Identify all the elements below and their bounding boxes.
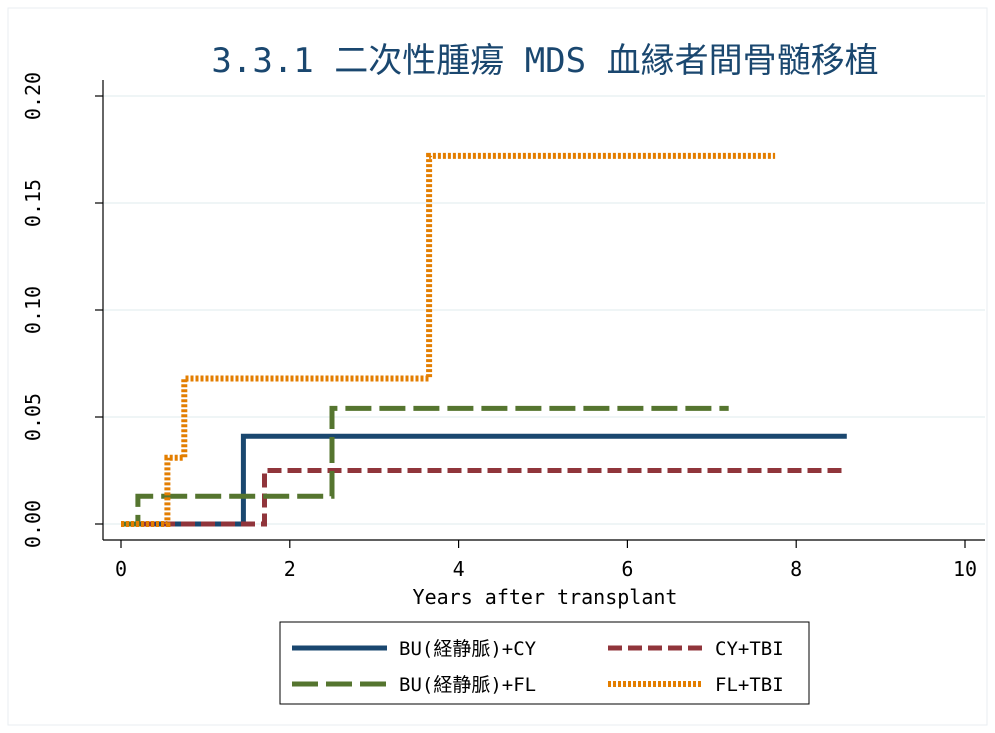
y-tick-label-4: 0.20: [21, 72, 45, 120]
gridlines: [103, 95, 985, 525]
series-line-bu-fl: [121, 405, 729, 527]
y-tick-label-1: 0.05: [21, 393, 45, 441]
x-tick-label-5: 10: [953, 557, 977, 581]
x-tick-label-1: 2: [284, 557, 296, 581]
y-tick-label-3: 0.15: [21, 179, 45, 227]
legend-box: [279, 621, 810, 705]
legend-label-fl-tbi: FL+TBI: [715, 674, 784, 696]
x-tick-label-3: 6: [621, 557, 633, 581]
x-axis-ticks: 0 2 4 6 8 10: [115, 540, 977, 581]
legend-label-cy-tbi: CY+TBI: [715, 638, 784, 660]
legend: BU(経静脈)+CY CY+TBI BU(経静脈)+FL FL+TBI: [279, 621, 810, 705]
chart-title: 3.3.1 二次性腫瘍 MDS 血縁者間骨髄移植: [211, 41, 878, 81]
x-tick-label-2: 4: [453, 557, 465, 581]
series-lines: [121, 152, 847, 527]
y-tick-label-0: 0.00: [21, 500, 45, 548]
x-tick-label-4: 8: [790, 557, 802, 581]
legend-label-bu-fl: BU(経静脈)+FL: [399, 674, 536, 696]
legend-label-bu-cy: BU(経静脈)+CY: [399, 638, 537, 660]
y-tick-label-2: 0.10: [21, 286, 45, 334]
y-axis-ticks: 0.00 0.05 0.10 0.15 0.20: [21, 72, 103, 548]
figure-border: [7, 7, 988, 726]
x-axis-label: Years after transplant: [413, 585, 678, 609]
x-tick-label-0: 0: [115, 557, 127, 581]
series-line-fl-tbi: [121, 152, 776, 527]
